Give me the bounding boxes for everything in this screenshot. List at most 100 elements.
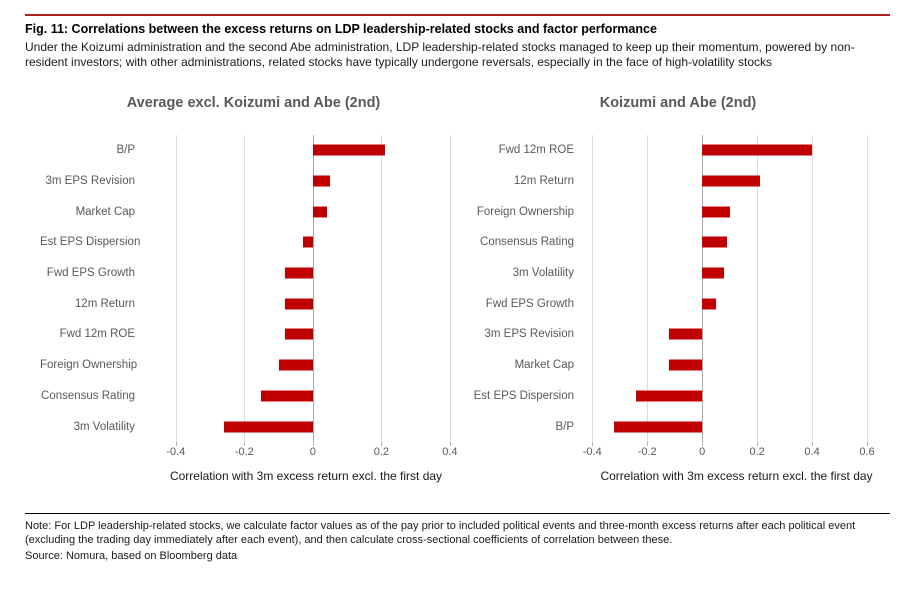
category-label: 3m Volatility — [73, 420, 135, 433]
charts-row: Average excl. Koizumi and Abe (2nd) B/P 3… — [40, 95, 920, 483]
category-label: Fwd EPS Growth — [46, 267, 135, 280]
x-tick-label: 0 — [309, 446, 316, 458]
bar-area — [584, 196, 889, 227]
bar-area — [584, 350, 889, 381]
bar-row: Consensus Rating — [467, 227, 889, 258]
bar — [312, 144, 385, 156]
tick-mark — [812, 442, 814, 446]
x-tick-label: 0.4 — [442, 446, 458, 458]
x-tick-label: 0.2 — [749, 446, 765, 458]
category-label: Foreign Ownership — [476, 205, 574, 218]
bar-area — [145, 227, 467, 258]
bar — [702, 236, 727, 248]
bar-row: Consensus Rating — [40, 381, 467, 412]
bar-area — [145, 135, 467, 166]
gridline — [449, 135, 451, 442]
gridline — [592, 135, 594, 442]
grid-layer — [145, 135, 467, 442]
bar-row: Fwd EPS Growth — [467, 288, 889, 319]
category-label: Fwd 12m ROE — [59, 328, 135, 341]
gridline — [812, 135, 814, 442]
bar-area — [145, 196, 467, 227]
bar — [669, 359, 703, 371]
chart-koizumi-abe: Koizumi and Abe (2nd) Fwd 12m ROE 12m Ret… — [467, 95, 889, 483]
bar — [669, 328, 703, 340]
bar-row: 3m EPS Revision — [467, 319, 889, 350]
bar — [636, 390, 703, 402]
category-label: 12m Return — [74, 297, 135, 310]
tick-mark — [175, 442, 177, 446]
tick-mark — [702, 442, 704, 446]
bar-row: B/P — [467, 411, 889, 442]
category-label: Est EPS Dispersion — [473, 389, 574, 402]
figure-title: Fig. 11: Correlations between the excess… — [25, 22, 657, 36]
report-page: Fig. 11: Correlations between the excess… — [0, 14, 920, 590]
bar-area — [145, 258, 467, 289]
bar — [312, 206, 327, 218]
tick-mark — [381, 442, 383, 446]
bar — [285, 298, 313, 310]
chart-plot: Fwd 12m ROE 12m Return Foreign Ownership Co… — [467, 135, 889, 442]
category-label: 3m Volatility — [512, 267, 574, 280]
category-label: Foreign Ownership — [40, 359, 138, 372]
bar-area — [584, 381, 889, 412]
x-tick-label: -0.4 — [582, 446, 602, 458]
bar-area — [145, 288, 467, 319]
tick-mark — [647, 442, 649, 446]
x-axis: -0.4 -0.2 0 0.2 0.4 0.6 — [582, 442, 889, 461]
footer-divider — [25, 513, 890, 514]
bar-area — [145, 411, 467, 442]
bar-row: Foreign Ownership — [40, 350, 467, 381]
x-tick-label: 0.6 — [859, 446, 875, 458]
bar-area — [145, 350, 467, 381]
chart-title: Average excl. Koizumi and Abe (2nd) — [126, 95, 381, 111]
chart-title: Koizumi and Abe (2nd) — [599, 95, 757, 111]
tick-mark — [867, 442, 869, 446]
bar — [312, 175, 330, 187]
x-axis-title: Correlation with 3m excess return excl. … — [169, 469, 443, 483]
bar-row: 3m EPS Revision — [40, 166, 467, 197]
bar-area — [584, 227, 889, 258]
bar-row: B/P — [40, 135, 467, 166]
note-text: Note: For LDP leadership-related stocks,… — [25, 520, 856, 546]
tick-mark — [244, 442, 246, 446]
chart-plot: B/P 3m EPS Revision Market Cap Est EPS Disp… — [40, 135, 467, 442]
x-tick-label: 0.4 — [804, 446, 820, 458]
bar-row: 3m Volatility — [40, 411, 467, 442]
bar-area — [145, 319, 467, 350]
category-label: Fwd 12m ROE — [498, 144, 574, 157]
tick-mark — [449, 442, 451, 446]
bar-rows: B/P 3m EPS Revision Market Cap Est EPS Disp… — [40, 135, 467, 442]
bar-row: Fwd 12m ROE — [467, 135, 889, 166]
gridline — [647, 135, 649, 442]
gridline — [175, 135, 177, 442]
tick-mark — [592, 442, 594, 446]
category-label: Market Cap — [514, 359, 574, 372]
category-label: 3m EPS Revision — [484, 328, 574, 341]
bar — [702, 175, 760, 187]
tick-mark — [312, 442, 314, 446]
bar — [614, 421, 703, 433]
bar-row: Fwd 12m ROE — [40, 319, 467, 350]
bar-row: 12m Return — [40, 288, 467, 319]
accent-divider — [25, 14, 890, 16]
bar — [302, 236, 313, 248]
bar — [261, 390, 313, 402]
bar — [223, 421, 313, 433]
bar — [278, 359, 313, 371]
zero-axis-line — [312, 135, 314, 442]
bar — [285, 267, 313, 279]
x-axis: -0.4 -0.2 0 0.2 0.4 — [145, 442, 467, 461]
bar-area — [584, 411, 889, 442]
bar-area — [584, 135, 889, 166]
bar-area — [145, 166, 467, 197]
bar-row: 12m Return — [467, 166, 889, 197]
bar-area — [145, 381, 467, 412]
category-label: B/P — [555, 420, 574, 433]
bar — [702, 267, 725, 279]
x-tick-label: -0.2 — [637, 446, 657, 458]
x-tick-label: 0.2 — [373, 446, 390, 458]
gridline — [757, 135, 759, 442]
chart-average-excl-koizumi-abe: Average excl. Koizumi and Abe (2nd) B/P 3… — [40, 95, 467, 483]
gridline — [244, 135, 246, 442]
